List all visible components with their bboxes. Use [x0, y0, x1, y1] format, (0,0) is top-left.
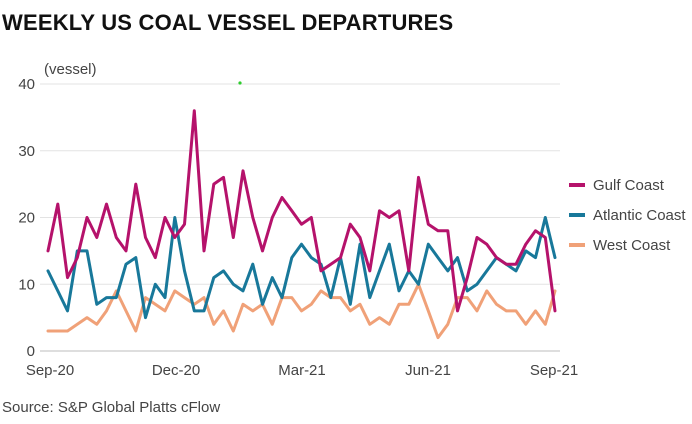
- series-lines: [46, 109, 557, 340]
- y-axis-label: (vessel): [44, 61, 97, 78]
- gridlines: [40, 83, 560, 352]
- y-tick-label: 0: [27, 343, 35, 360]
- y-tick-label: 40: [18, 76, 35, 93]
- x-tick-label: Dec-20: [152, 362, 200, 379]
- x-axis-ticks: Sep-20 Dec-20 Mar-21 Jun-21 Sep-21: [26, 362, 578, 379]
- y-tick-label: 20: [18, 210, 35, 227]
- y-tick-label: 10: [18, 276, 35, 293]
- legend: Gulf Coast Atlantic Coast West Coast: [569, 177, 686, 254]
- x-tick-label: Sep-21: [530, 362, 578, 379]
- legend-label-west-coast: West Coast: [593, 237, 671, 254]
- x-tick-label: Mar-21: [278, 362, 326, 379]
- source-note: Source: S&P Global Platts cFlow: [2, 399, 221, 416]
- stray-point-marker: [238, 81, 242, 85]
- legend-label-gulf-coast: Gulf Coast: [593, 177, 665, 194]
- x-tick-label: Jun-21: [405, 362, 451, 379]
- series-line-atlantic-coast: [46, 216, 557, 320]
- x-tick-label: Sep-20: [26, 362, 74, 379]
- series-line-gulf-coast: [46, 109, 557, 313]
- y-tick-label: 30: [18, 143, 35, 160]
- y-axis-ticks: 0 10 20 30 40: [18, 76, 35, 360]
- legend-label-atlantic-coast: Atlantic Coast: [593, 207, 686, 224]
- series-line-west-coast: [46, 282, 557, 340]
- chart-title: WEEKLY US COAL VESSEL DEPARTURES: [2, 10, 454, 35]
